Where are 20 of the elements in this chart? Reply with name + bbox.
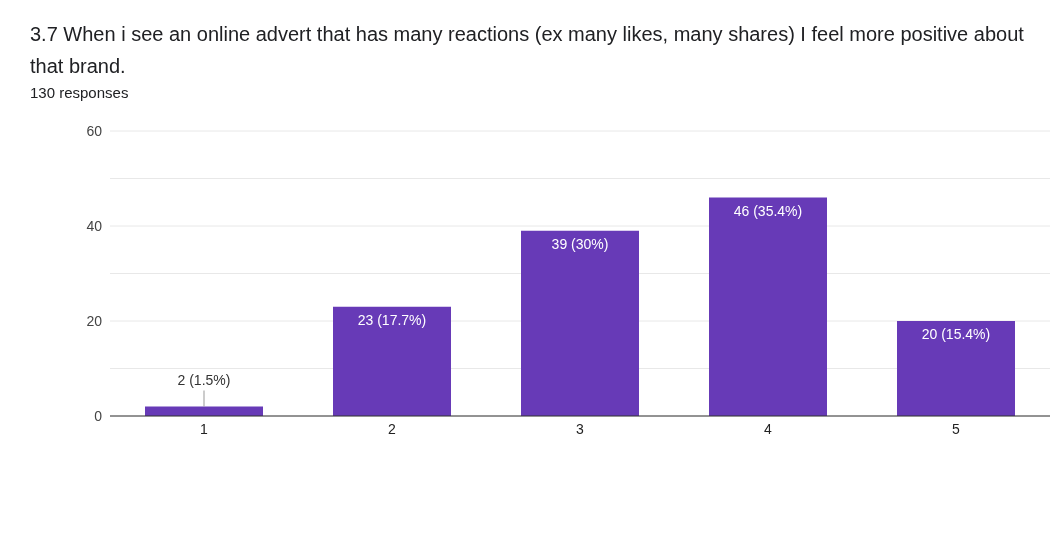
y-tick-label: 60 [86, 122, 103, 139]
data-label: 46 (35.4%) [733, 202, 803, 219]
data-label: 23 (17.7%) [357, 311, 427, 328]
x-tick-label: 1 [200, 420, 209, 437]
y-tick-label: 0 [94, 407, 103, 424]
y-tick-label: 20 [86, 312, 103, 329]
data-label: 2 (1.5%) [177, 371, 231, 388]
bar [897, 321, 1015, 416]
x-tick-label: 3 [576, 420, 585, 437]
bar [521, 230, 639, 416]
x-tick-label: 2 [388, 420, 397, 437]
data-label: 20 (15.4%) [921, 326, 991, 342]
x-tick-label: 4 [764, 420, 773, 437]
data-label: 39 (30%) [551, 235, 609, 252]
chart-subtitle: 130 responses [30, 84, 130, 101]
bar [333, 306, 451, 416]
chart-title: 3.7 When i see an online advert that has many reactions (ex many likes, many shares) I feel more positive about that brand. [30, 22, 1025, 79]
y-tick-label: 40 [86, 217, 103, 234]
bar [709, 197, 827, 416]
x-tick-label: 5 [952, 420, 961, 437]
